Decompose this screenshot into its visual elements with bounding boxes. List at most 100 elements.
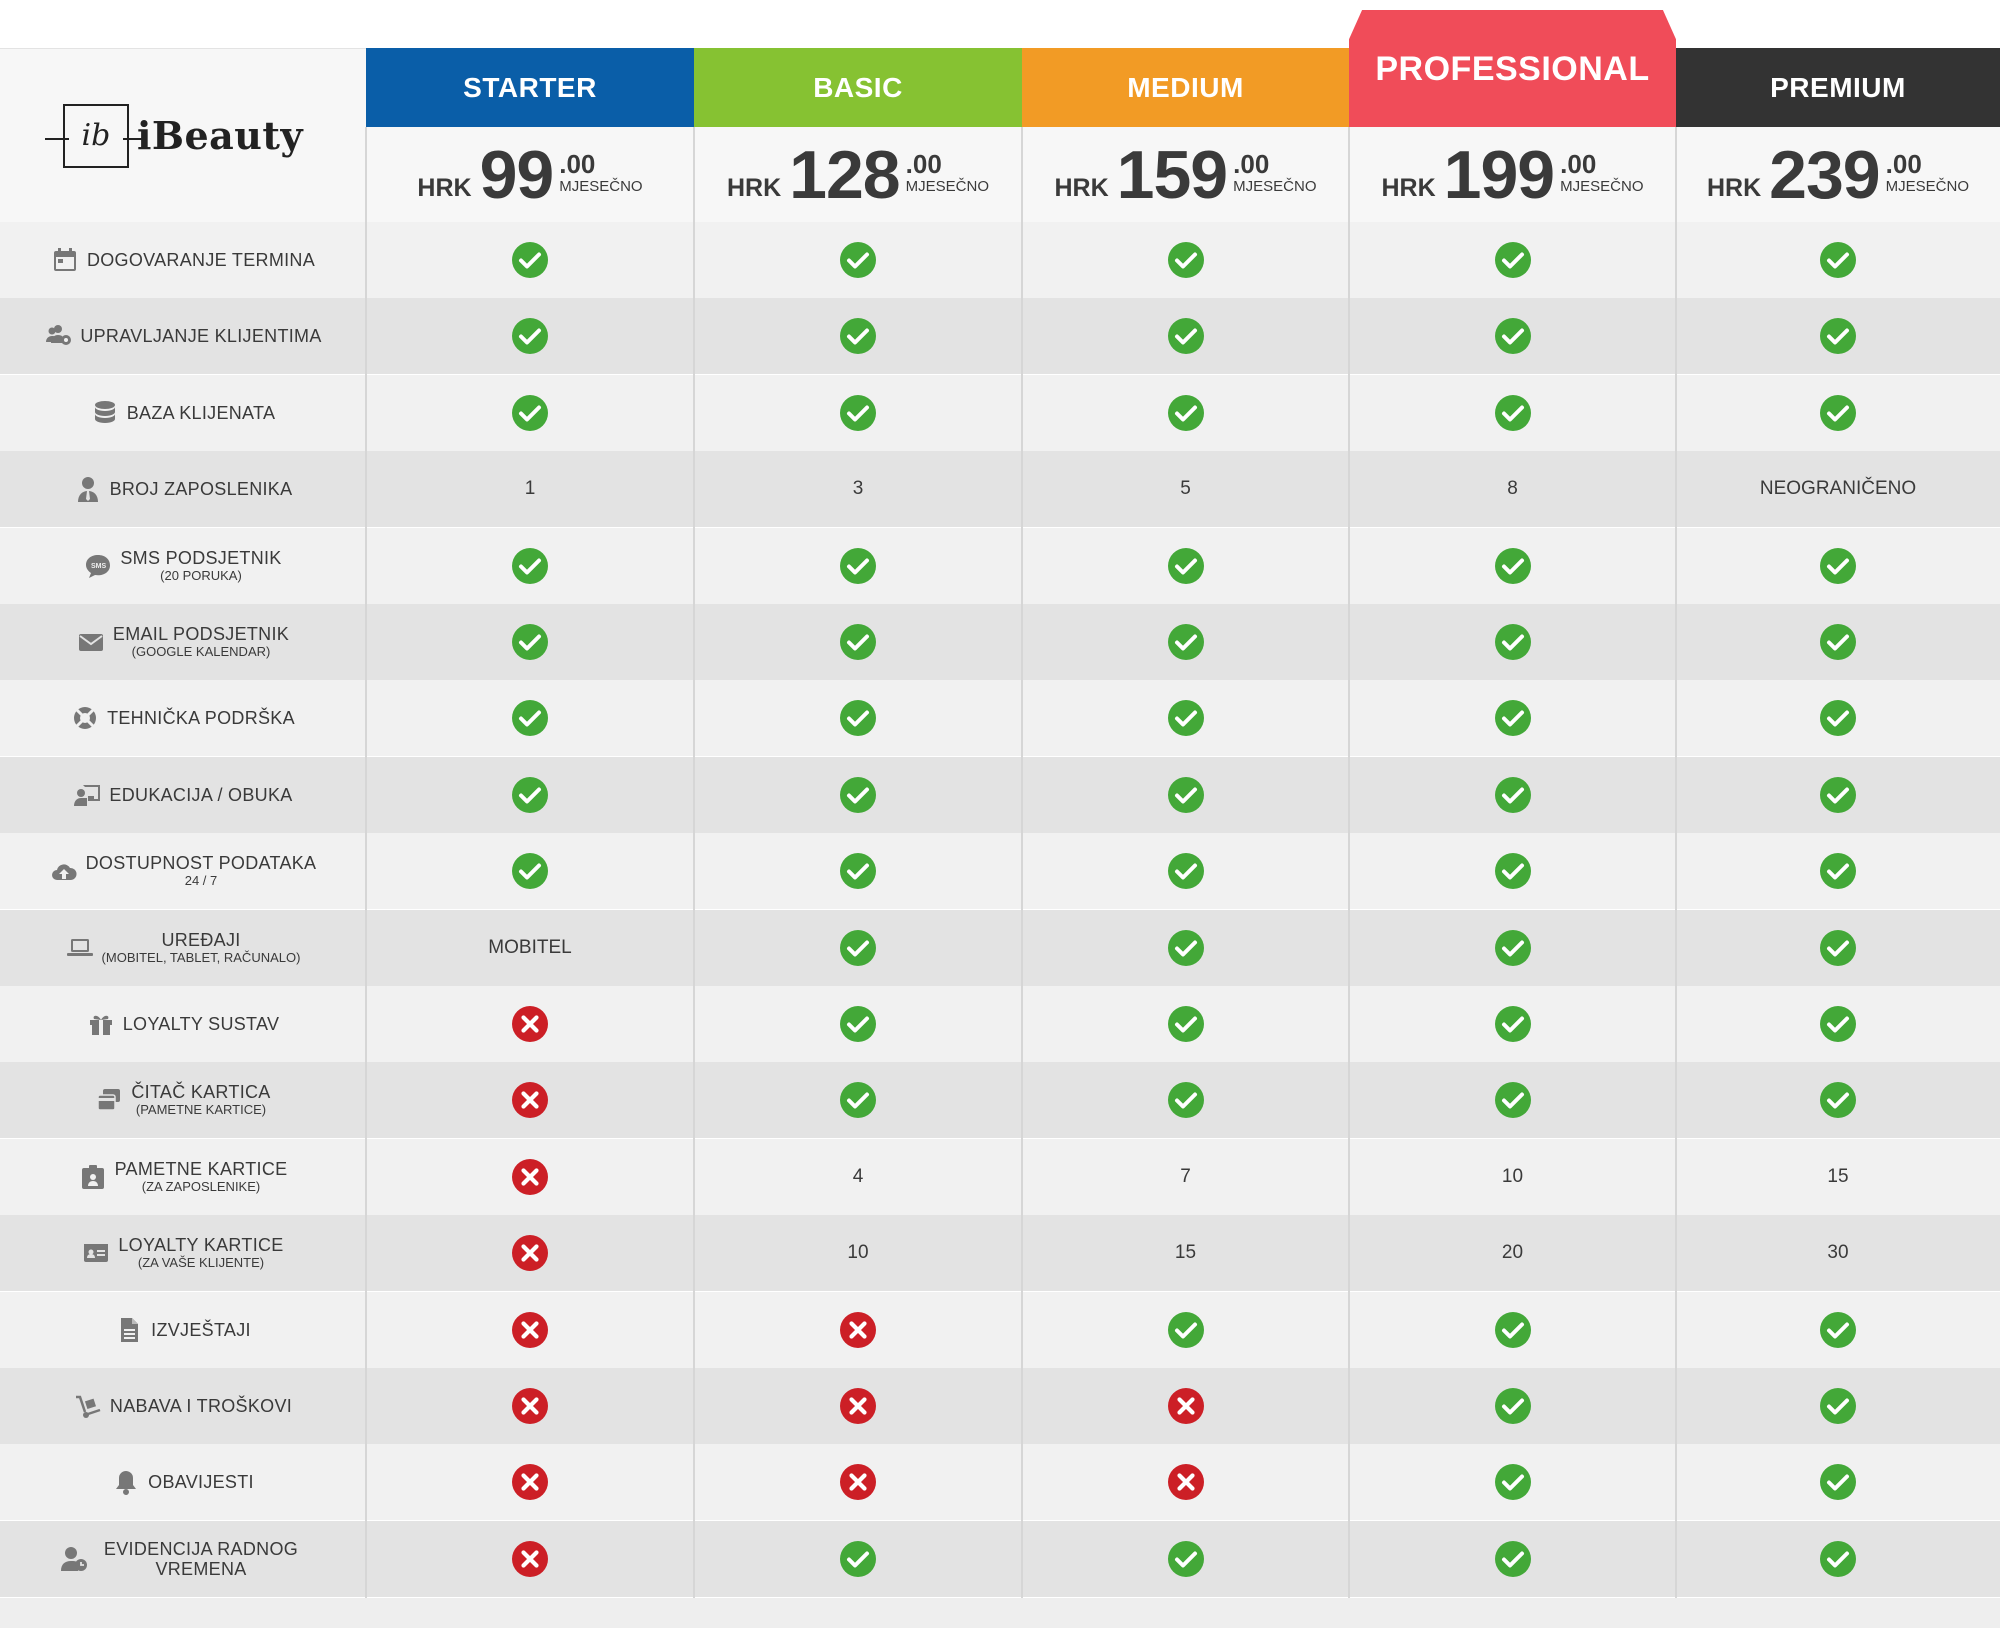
feature-row: EMAIL PODSJETNIK (GOOGLE KALENDAR) (0, 604, 2000, 680)
price-cents: .00 (559, 148, 596, 179)
cell-basic (694, 1368, 1022, 1444)
check-icon (511, 852, 549, 890)
feature-text: EVIDENCIJA RADNOG VREMENA (96, 1539, 306, 1579)
cell-starter (366, 604, 694, 680)
price-side: .00 MJESEČNO (1886, 150, 1969, 196)
cell-value: 7 (1180, 1165, 1191, 1187)
price-cents: .00 (1885, 148, 1922, 179)
cell-basic (694, 298, 1022, 374)
check-icon (1494, 547, 1532, 585)
check-icon (1819, 394, 1857, 432)
plan-name: BASIC (813, 71, 903, 103)
check-icon (1494, 623, 1532, 661)
feature-text: BROJ ZAPOSLENIKA (110, 479, 293, 499)
feature-row: IZVJEŠTAJI (0, 1291, 2000, 1368)
feature-label: BROJ ZAPOSLENIKA (109, 479, 293, 500)
feature-label-cell: UPRAVLJANJE KLIJENTIMA (0, 298, 366, 374)
feature-label-cell: SMS SMS PODSJETNIK (20 PORUKA) (0, 528, 366, 604)
cross-icon (511, 1387, 549, 1425)
feature-label: DOGOVARANJE TERMINA (86, 250, 316, 270)
column-divider (1348, 127, 1350, 1598)
svg-text:SMS: SMS (91, 563, 107, 570)
price-period: MJESEČNO (905, 177, 989, 195)
cell-medium (1022, 680, 1349, 756)
check-icon (1819, 317, 1857, 355)
feature-row: UREĐAJI (MOBITEL, TABLET, RAČUNALO) MOBITE… (0, 909, 2000, 986)
price-currency: HRK (417, 174, 472, 202)
feature-text: EDUKACIJA / OBUKA (109, 785, 292, 805)
logo-cell: ib iBeauty (0, 48, 366, 222)
cell-premium (1676, 757, 2000, 833)
price-side: .00 MJESEČNO (906, 150, 989, 196)
cell-medium (1022, 604, 1349, 680)
column-divider (1021, 127, 1023, 1598)
cell-basic (694, 986, 1022, 1062)
cell-premium (1676, 910, 2000, 986)
cell-basic (694, 910, 1022, 986)
cell-premium (1676, 986, 2000, 1062)
check-icon (1494, 699, 1532, 737)
logo-mark: ib (44, 103, 147, 168)
check-icon (511, 547, 549, 585)
feature-label-cell: NABAVA I TROŠKOVI (0, 1368, 366, 1444)
feature-row: BROJ ZAPOSLENIKA 1 3 5 8 NEOGRANIČENO (0, 451, 2000, 528)
feature-label-cell: LOYALTY SUSTAV (0, 986, 366, 1062)
cross-icon (1167, 1463, 1205, 1501)
cell-basic (694, 757, 1022, 833)
price-side: .00 MJESEČNO (1560, 150, 1643, 196)
check-icon (1494, 776, 1532, 814)
check-icon (1167, 776, 1205, 814)
feature-label: ČITAČ KARTICA (131, 1082, 271, 1103)
feature-label-cell: TEHNIČKA PODRŠKA (0, 680, 366, 756)
users-cog-icon (44, 322, 72, 350)
feature-sublabel: (ZA ZAPOSLENIKE) (141, 1178, 261, 1194)
feature-row: SMS SMS PODSJETNIK (20 PORUKA) (0, 527, 2000, 604)
cell-value: 3 (852, 478, 864, 500)
cell-premium: 15 (1676, 1139, 2000, 1215)
cell-starter (366, 222, 694, 298)
cell-value: 8 (1507, 478, 1518, 500)
cell-medium (1022, 1062, 1349, 1138)
cell-premium (1676, 1444, 2000, 1520)
cell-premium (1676, 604, 2000, 680)
cell-premium (1676, 1521, 2000, 1597)
check-icon (1167, 547, 1205, 585)
price-period: MJESEČNO (1560, 177, 1644, 195)
plan-header-starter: STARTER (366, 48, 694, 127)
cell-basic (694, 680, 1022, 756)
cards-icon (95, 1086, 123, 1114)
cell-premium: 30 (1676, 1215, 2000, 1291)
cross-icon (511, 1311, 549, 1349)
price-currency: HRK (1054, 174, 1109, 202)
cross-icon (511, 1081, 549, 1119)
check-icon (1167, 1005, 1205, 1043)
cell-basic (694, 1444, 1022, 1520)
check-icon (1167, 623, 1205, 661)
cell-medium (1022, 222, 1349, 298)
check-icon (1494, 317, 1532, 355)
envelope-icon (77, 628, 105, 656)
price-cell-starter: HRK 99.00 MJESEČNO (366, 127, 694, 222)
cell-medium (1022, 1444, 1349, 1520)
database-icon (91, 399, 119, 427)
price-amount: 99 (479, 136, 555, 213)
price-amount: 239 (1769, 136, 1880, 213)
logo-mark-text: ib (81, 118, 111, 153)
check-icon (511, 241, 549, 279)
check-icon (839, 317, 877, 355)
feature-label: LOYALTY SUSTAV (122, 1014, 280, 1034)
feature-text: DOGOVARANJE TERMINA (87, 250, 315, 270)
feature-label: TEHNIČKA PODRŠKA (107, 708, 295, 729)
cell-starter (366, 1062, 694, 1138)
cell-professional (1349, 375, 1676, 451)
cell-starter (366, 757, 694, 833)
id-card-icon (82, 1239, 110, 1267)
bell-icon (112, 1468, 140, 1496)
cell-premium (1676, 298, 2000, 374)
feature-row: EDUKACIJA / OBUKA (0, 756, 2000, 833)
plan-header-premium: PREMIUM (1676, 48, 2000, 127)
feature-label-cell: DOSTUPNOST PODATAKA 24 / 7 (0, 833, 366, 909)
cell-starter (366, 1215, 694, 1291)
gift-icon (87, 1010, 115, 1038)
price-currency: HRK (727, 174, 782, 202)
